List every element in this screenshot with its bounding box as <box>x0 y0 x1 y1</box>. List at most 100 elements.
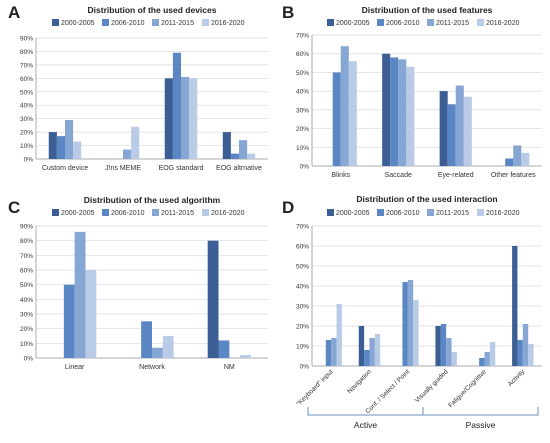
y-tick-label: 10% <box>20 341 33 348</box>
y-tick-label: 70% <box>20 253 33 260</box>
y-tick-label: 40% <box>20 297 33 304</box>
y-tick-label: 50% <box>20 282 33 289</box>
x-tick-label: Fatigue/Cognitive <box>447 368 488 409</box>
bar <box>141 321 152 358</box>
bar <box>358 326 365 366</box>
legend-swatch <box>427 209 434 216</box>
bar <box>517 340 523 366</box>
chart-title: Distribution of the used devices <box>88 5 217 15</box>
bar <box>455 85 464 166</box>
legend-swatch <box>327 19 334 26</box>
y-tick-label: 70% <box>296 224 309 231</box>
y-tick-label: 50% <box>20 89 33 96</box>
chart-title: Distribution of the used algorithm <box>84 195 221 205</box>
x-tick-label: J!ns MEME <box>105 165 141 172</box>
bar <box>413 300 419 366</box>
y-tick-label: 30% <box>20 116 33 123</box>
y-tick-label: 70% <box>20 62 33 69</box>
bar <box>331 338 337 366</box>
y-tick-label: 40% <box>296 89 309 96</box>
x-tick-label: EOG standard <box>159 165 204 172</box>
x-tick-label: "Keyboard" input <box>295 368 334 407</box>
bar <box>435 326 441 366</box>
bar <box>152 347 163 358</box>
bar <box>390 57 399 167</box>
bar <box>162 336 174 358</box>
legend-swatch <box>327 209 334 216</box>
legend-entry: 2000-2005 <box>61 20 95 27</box>
x-tick-label: Navigation <box>346 368 373 395</box>
bar <box>218 340 230 358</box>
bar <box>513 145 522 166</box>
panel-letter: A <box>8 3 20 22</box>
bar <box>451 352 457 366</box>
panel-b: B Distribution of the used features 2000-2… <box>282 3 542 179</box>
y-tick-label: 10% <box>296 145 309 152</box>
bar <box>512 246 518 366</box>
bar <box>489 342 496 366</box>
legend-swatch <box>202 209 209 216</box>
bar <box>123 149 132 159</box>
bar <box>85 270 97 358</box>
chart-title: Distribution of the used features <box>362 5 493 15</box>
bar <box>56 136 65 159</box>
bar <box>374 334 381 366</box>
panel-letter: C <box>8 198 20 217</box>
legend-entry: 2016-2020 <box>486 20 520 27</box>
bar <box>63 284 75 358</box>
panel-letter: B <box>282 3 294 22</box>
y-tick-label: 60% <box>20 268 33 275</box>
panel-letter: D <box>282 198 294 217</box>
legend-entry: 2006-2010 <box>386 20 420 27</box>
bar <box>402 282 408 366</box>
legend-entry: 2006-2010 <box>111 20 145 27</box>
bar <box>336 304 342 366</box>
bar <box>463 96 472 166</box>
x-tick-label: Network <box>139 364 165 371</box>
legend-swatch <box>152 209 159 216</box>
y-tick-label: 0% <box>24 157 34 164</box>
legend-swatch <box>377 209 384 216</box>
bar <box>398 59 407 167</box>
legend-entry: 2016-2020 <box>211 20 245 27</box>
legend-entry: 2011-2015 <box>161 210 194 217</box>
x-tick-label: NM <box>224 364 235 371</box>
bar <box>340 46 349 166</box>
bar <box>230 153 239 159</box>
bar <box>521 152 530 166</box>
x-tick-label: Visually guided <box>414 368 450 404</box>
y-tick-label: 90% <box>20 36 33 43</box>
y-tick-label: 40% <box>20 103 33 110</box>
legend-swatch <box>427 19 434 26</box>
y-tick-label: 10% <box>296 344 309 351</box>
legend-entry: 2006-2010 <box>111 210 145 217</box>
bar <box>247 153 256 159</box>
y-tick-label: 60% <box>20 76 33 83</box>
legend-swatch <box>377 19 384 26</box>
bar <box>332 72 341 166</box>
panel-c: C Distribution of the used algorithm 2000-… <box>8 195 268 371</box>
legend-entry: 2016-2020 <box>486 210 520 217</box>
bar <box>325 340 332 366</box>
bar <box>505 158 514 166</box>
legend-swatch <box>477 19 484 26</box>
bar <box>164 78 173 159</box>
bar <box>74 231 86 358</box>
y-tick-label: 90% <box>20 224 33 231</box>
y-tick-label: 30% <box>296 107 309 114</box>
y-tick-label: 80% <box>20 238 33 245</box>
group-bracket <box>422 407 539 416</box>
legend-entry: 2000-2005 <box>61 210 95 217</box>
bar <box>364 350 370 366</box>
y-tick-label: 20% <box>296 126 309 133</box>
x-tick-label: Custom device <box>42 165 88 172</box>
legend-entry: 2011-2015 <box>161 20 194 27</box>
group-label: Active <box>354 420 377 430</box>
bar <box>240 355 251 358</box>
legend-entry: 2006-2010 <box>386 210 420 217</box>
bar <box>522 324 529 366</box>
bar <box>407 280 414 366</box>
x-tick-label: Eye-related <box>438 172 474 179</box>
legend-entry: 2000-2005 <box>336 20 370 27</box>
